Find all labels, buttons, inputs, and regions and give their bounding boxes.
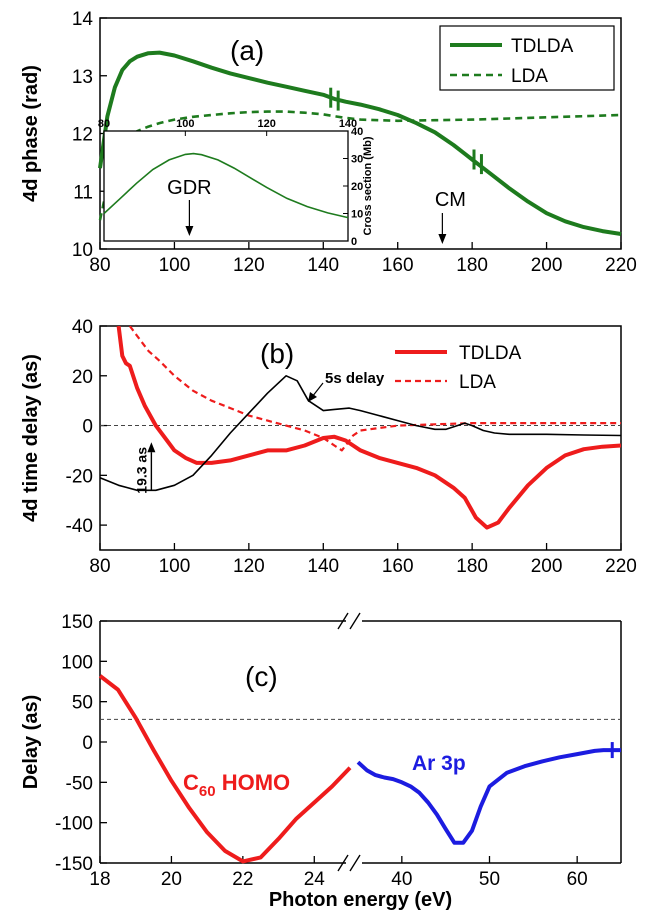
- series-line-c60-homo: [98, 674, 352, 864]
- x-tick-label: 20: [161, 869, 182, 890]
- legend-label-tdlda: TDLDA: [459, 343, 522, 364]
- x-tick-label: 120: [233, 255, 265, 276]
- panel-c: 18 20 22 24 40 50 60 -150 -100 -50 0 50 100 150 Delay …: [20, 612, 622, 911]
- panel-b-frame: [99, 325, 622, 551]
- inset-x-tick-label: 120: [257, 118, 275, 130]
- y-tick-label: 13: [72, 67, 93, 88]
- inset-y-tick-label: 40: [351, 126, 363, 138]
- x-tick-label: 40: [391, 869, 412, 890]
- inset-frame: [103, 130, 349, 242]
- inset-y-tick-label: 10: [351, 209, 363, 221]
- legend-box: [390, 335, 615, 393]
- series-line-tdlda: [98, 50, 622, 236]
- annotation-19-3-as: 19.3 as: [133, 447, 149, 494]
- axis-break-mark: [337, 612, 349, 630]
- panel-label: (c): [245, 661, 278, 692]
- x-tick-label: 140: [307, 556, 339, 577]
- x-tick-label: 160: [382, 556, 414, 577]
- annotation-cm-arrowhead: [438, 234, 447, 244]
- x-tick-label: 50: [479, 869, 500, 890]
- inset-y-tick-label: 30: [351, 154, 363, 166]
- y-tick-label: 14: [72, 9, 94, 30]
- inset-x-tick-label: 80: [98, 118, 110, 130]
- y-tick-label: 0: [82, 417, 93, 438]
- y-tick-label: 12: [72, 125, 93, 146]
- y-axis-label: Delay (as): [20, 695, 42, 790]
- legend-label-lda: LDA: [459, 372, 496, 393]
- y-tick-label: -150: [55, 854, 93, 875]
- panel-b: 80 100 120 140 160 180 200 220 -40 -20 0 20 40 4d tim…: [20, 317, 637, 577]
- x-tick-label: 200: [531, 556, 563, 577]
- legend-label-tdlda: TDLDA: [511, 36, 574, 57]
- x-axis-label: Photon energy (eV): [269, 889, 452, 911]
- y-tick-label: 20: [72, 367, 93, 388]
- annotation-5s-delay-arrow: [311, 382, 324, 398]
- x-tick-label: 100: [159, 255, 191, 276]
- annotation-19-3-as-arrowhead: [147, 442, 156, 453]
- x-tick-label: 24: [304, 869, 326, 890]
- x-tick-label: 160: [382, 255, 414, 276]
- inset-y-tick-label: 20: [351, 181, 363, 193]
- series-line-lda: [98, 110, 622, 221]
- y-tick-label: -50: [66, 773, 93, 794]
- inset-annotation-gdr: GDR: [167, 177, 211, 199]
- y-tick-label: 50: [72, 693, 93, 714]
- legend-label-lda: LDA: [511, 66, 548, 87]
- y-tick-label: 100: [61, 652, 93, 673]
- y-tick-label: -40: [66, 516, 93, 537]
- series-line-5s-delay: [100, 375, 621, 492]
- axis-break-mark: [349, 854, 361, 872]
- series-line-ar-3p: [356, 748, 621, 845]
- axis-break-mark: [349, 612, 361, 630]
- panel-label: (b): [260, 338, 294, 369]
- annotation-5s-delay-arrowhead: [308, 392, 317, 402]
- x-tick-label: 100: [159, 556, 191, 577]
- panel-label: (a): [230, 35, 264, 66]
- x-tick-label: 22: [232, 869, 253, 890]
- x-tick-label: 200: [531, 255, 563, 276]
- series-label-ar-3p: Ar 3p: [412, 752, 466, 775]
- x-tick-label: 18: [89, 869, 110, 890]
- y-axis-label: 4d phase (rad): [20, 65, 42, 202]
- y-tick-label: 11: [73, 182, 93, 203]
- inset-x-tick-label: 140: [339, 118, 357, 130]
- x-tick-label: 220: [605, 556, 637, 577]
- y-tick-label: 150: [61, 612, 93, 633]
- series-label-c60-homo: C60 HOMO: [183, 770, 290, 800]
- inset-x-tick-label: 100: [176, 118, 194, 130]
- x-tick-label: 180: [456, 556, 488, 577]
- panel-b-series: [100, 326, 621, 530]
- inset-series-line: [103, 152, 349, 219]
- y-tick-label: 10: [72, 240, 93, 261]
- series-line-lda: [128, 326, 621, 452]
- series-line-tdlda: [116, 326, 621, 530]
- annotation-5s-delay: 5s delay: [325, 370, 385, 387]
- annotation-cm: CM: [435, 189, 466, 211]
- x-tick-label: 120: [233, 556, 265, 577]
- inset-annotation-arrowhead: [185, 226, 194, 236]
- x-tick-label: 180: [456, 255, 488, 276]
- legend-box: [439, 25, 615, 91]
- x-tick-label: 140: [307, 255, 339, 276]
- y-axis-label: 4d time delay (as): [20, 354, 42, 522]
- y-tick-label: -100: [55, 814, 93, 835]
- y-tick-label: -20: [66, 466, 93, 487]
- inset-y-axis-label: Cross section (Mb): [362, 136, 374, 235]
- x-tick-label: 60: [567, 869, 588, 890]
- x-tick-label: 220: [605, 255, 637, 276]
- y-tick-label: 0: [82, 733, 93, 754]
- x-tick-label: 80: [89, 556, 110, 577]
- axis-break-mark: [337, 854, 349, 872]
- y-tick-label: 40: [72, 317, 93, 338]
- inset-y-tick-label: 0: [351, 236, 357, 248]
- x-tick-label: 80: [89, 255, 110, 276]
